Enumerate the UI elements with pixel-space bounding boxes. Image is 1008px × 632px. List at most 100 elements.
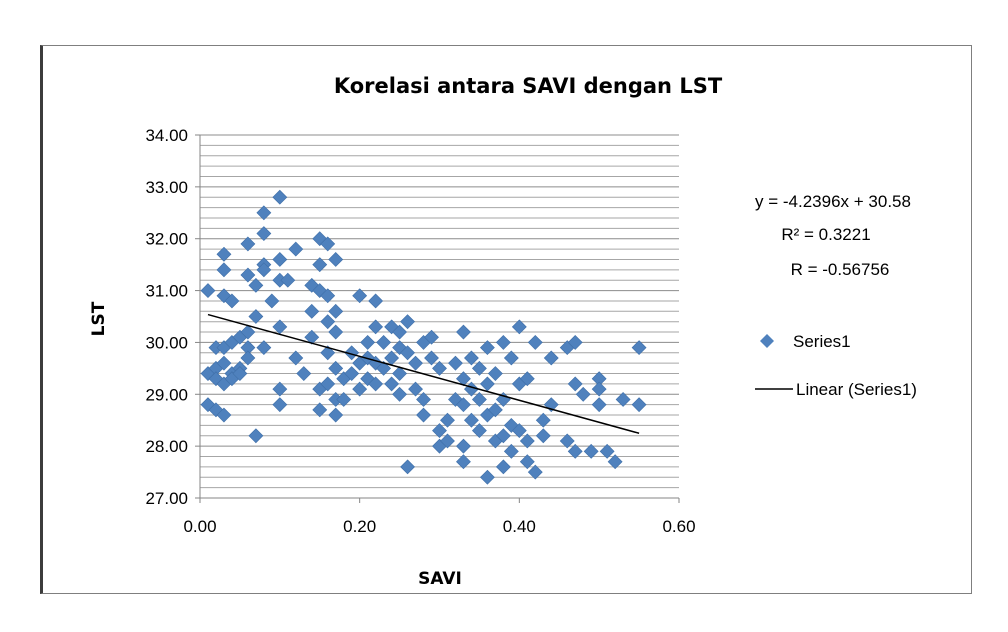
- data-point: [416, 392, 431, 407]
- data-point: [511, 319, 527, 335]
- data-point: [456, 324, 471, 340]
- axes: [199, 135, 679, 499]
- data-point: [535, 428, 551, 444]
- data-point: [400, 459, 415, 475]
- data-point: [567, 376, 583, 392]
- data-point: [288, 350, 304, 366]
- data-point: [503, 443, 519, 459]
- data-point: [559, 433, 575, 449]
- data-point: [519, 371, 535, 387]
- data-point: [495, 428, 511, 444]
- data-point: [487, 366, 503, 381]
- data-point: [535, 412, 551, 428]
- legend: Series1 Linear (Series1): [755, 332, 917, 399]
- data-point: [408, 381, 423, 397]
- x-tick-label: 0.20: [343, 517, 376, 536]
- data-point: [320, 314, 336, 330]
- data-point: [352, 381, 368, 397]
- y-tick-label: 32.00: [145, 230, 188, 249]
- y-tick-label: 31.00: [145, 282, 188, 301]
- data-point: [575, 386, 591, 402]
- data-point: [631, 397, 647, 413]
- data-point: [240, 236, 256, 252]
- data-point: [495, 459, 511, 475]
- trend-r-squared: R² = 0.3221: [781, 225, 870, 244]
- data-point: [368, 293, 384, 309]
- data-point: [240, 324, 256, 340]
- data-point: [280, 272, 296, 288]
- data-point: [456, 454, 471, 470]
- data-point: [248, 277, 264, 293]
- data-point: [456, 438, 471, 454]
- data-point: [256, 340, 272, 356]
- data-point: [272, 381, 288, 397]
- data-point: [320, 236, 336, 252]
- data-point: [400, 314, 415, 330]
- data-point: [384, 376, 400, 392]
- data-point: [368, 319, 384, 335]
- legend-marker-series1: [760, 334, 774, 348]
- data-point: [432, 423, 447, 439]
- y-tick-label: 28.00: [145, 437, 188, 456]
- data-point: [432, 360, 447, 376]
- data-point: [344, 366, 360, 381]
- data-point: [591, 381, 607, 397]
- data-point: [400, 345, 415, 361]
- data-point: [607, 454, 623, 470]
- y-tick-label: 29.00: [145, 385, 188, 404]
- y-tick-label: 34.00: [145, 126, 188, 145]
- data-point: [511, 423, 527, 439]
- data-point: [312, 402, 328, 418]
- data-point: [216, 407, 232, 423]
- data-point: [479, 469, 495, 485]
- data-point: [464, 381, 479, 397]
- data-point: [456, 371, 471, 387]
- data-point: [527, 335, 543, 350]
- data-point: [216, 355, 232, 371]
- data-point: [479, 376, 495, 392]
- data-point: [440, 433, 455, 449]
- y-axis-label: LST: [89, 301, 109, 336]
- data-point: [487, 402, 503, 418]
- x-axis-label: SAVI: [418, 569, 462, 589]
- data-point: [328, 303, 344, 319]
- data-point: [320, 376, 336, 392]
- data-point: [495, 335, 511, 350]
- data-point: [208, 371, 224, 387]
- data-point: [479, 340, 495, 356]
- chart-title: Korelasi antara SAVI dengan LST: [334, 74, 723, 98]
- data-point: [248, 428, 264, 444]
- data-point: [312, 257, 328, 273]
- data-point: [392, 366, 408, 381]
- data-point: [272, 189, 288, 205]
- data-point: [448, 355, 463, 371]
- legend-label-trend: Linear (Series1): [796, 380, 917, 399]
- data-point: [256, 226, 272, 241]
- data-point: [224, 293, 240, 309]
- data-point: [304, 329, 320, 345]
- data-point: [328, 407, 344, 423]
- data-point: [464, 412, 479, 428]
- data-point: [320, 345, 336, 361]
- x-tick-labels: 0.00 0.20 0.40 0.60: [183, 498, 696, 536]
- data-point: [344, 345, 360, 361]
- data-point: [376, 335, 392, 350]
- data-point: [591, 397, 607, 413]
- data-point: [240, 267, 256, 283]
- data-point: [256, 262, 272, 278]
- data-point: [328, 360, 344, 376]
- data-point: [631, 340, 647, 356]
- data-point: [200, 283, 216, 298]
- data-point: [424, 350, 439, 366]
- data-point: [543, 350, 559, 366]
- data-point: [256, 205, 272, 221]
- y-tick-label: 27.00: [145, 489, 188, 508]
- data-point: [519, 454, 535, 470]
- data-point: [272, 252, 288, 267]
- data-point: [296, 366, 312, 381]
- data-point: [352, 288, 368, 304]
- data-point: [328, 252, 344, 267]
- data-point: [392, 386, 408, 402]
- data-point: [503, 350, 519, 366]
